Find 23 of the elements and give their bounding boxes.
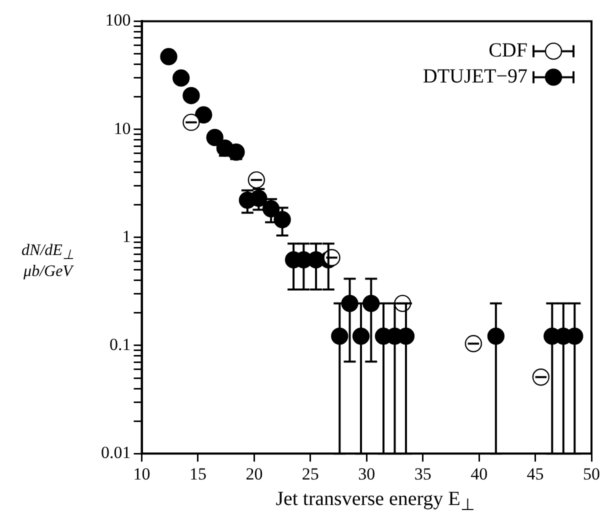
y-tick-label: 100 xyxy=(105,10,131,30)
x-tick-label: 50 xyxy=(583,464,600,484)
x-tick-label: 15 xyxy=(189,464,206,484)
y-tick-label: 0.01 xyxy=(101,443,131,462)
x-tick-label: 20 xyxy=(246,464,263,484)
point xyxy=(194,106,212,124)
point xyxy=(206,128,224,146)
point xyxy=(182,87,200,104)
point xyxy=(172,69,190,87)
x-tick-label: 30 xyxy=(358,464,376,484)
y-tick-label: 0.1 xyxy=(110,334,131,354)
x-tick-label: 45 xyxy=(526,464,544,484)
y-tick-label: 1 xyxy=(122,226,131,246)
y-axis-title: dN/dE$_{⊥}$ μb/GeV xyxy=(20,242,76,282)
x-axis-title: Jet transverse energy E$_{⊥}$ xyxy=(274,488,476,515)
x-tick-label: 25 xyxy=(302,464,319,484)
point xyxy=(160,48,178,66)
legend-label: DTUJET−97 xyxy=(422,65,528,88)
legend-label: CDF xyxy=(488,39,528,62)
x-tick-label: 10 xyxy=(133,464,150,484)
y-tick-label: 10 xyxy=(114,118,131,138)
x-tick-label: 40 xyxy=(470,464,488,484)
x-tick-label: 35 xyxy=(414,464,432,484)
